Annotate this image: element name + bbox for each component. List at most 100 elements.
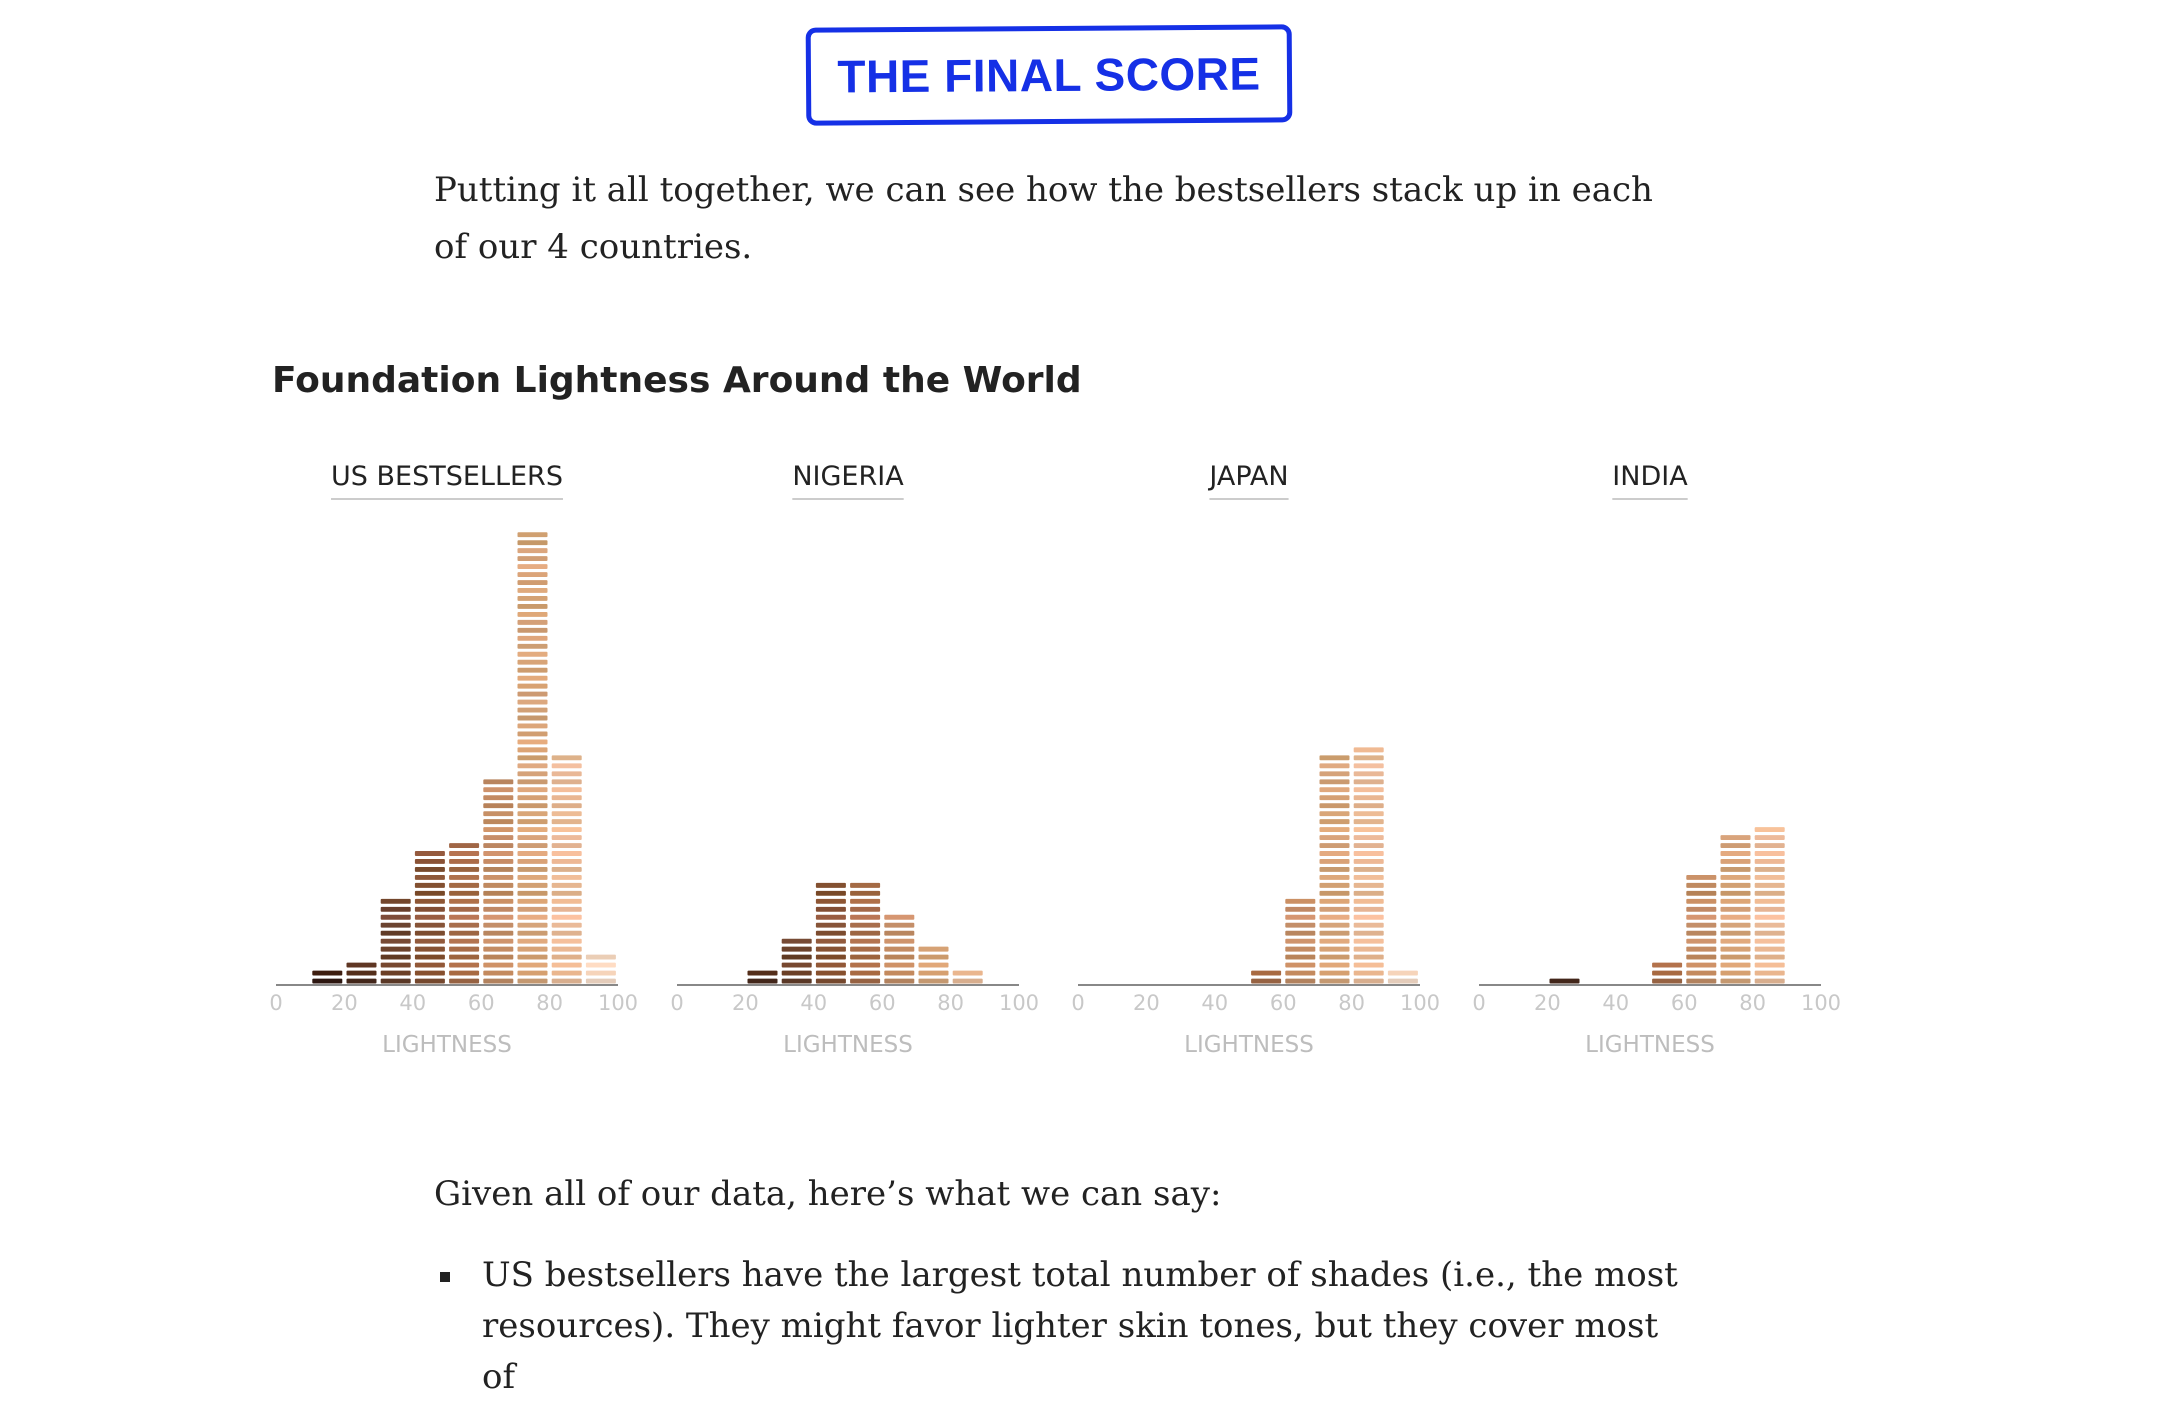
bar-segment bbox=[585, 978, 616, 984]
bar-segment bbox=[952, 978, 983, 984]
bar-segment bbox=[1686, 946, 1717, 952]
bar-segment bbox=[449, 859, 480, 864]
bar-segment bbox=[781, 962, 812, 968]
bar-segment bbox=[449, 906, 480, 912]
bar-segment bbox=[414, 882, 445, 888]
bar-segment bbox=[884, 954, 915, 960]
bar-segment bbox=[380, 946, 411, 952]
bar-segment bbox=[1686, 962, 1717, 968]
bar-segment bbox=[517, 659, 548, 665]
bar-segment bbox=[551, 771, 582, 777]
bar-segment bbox=[1319, 787, 1350, 793]
panel-title: NIGERIA bbox=[792, 461, 904, 492]
bar-segment bbox=[884, 930, 915, 936]
bar-segment bbox=[1353, 827, 1384, 833]
bar-segment bbox=[449, 898, 480, 904]
bar-segment bbox=[884, 946, 915, 952]
bar-segment bbox=[1686, 978, 1717, 984]
bar-segment bbox=[483, 827, 514, 833]
bar-segment bbox=[1720, 962, 1751, 968]
bar-segment bbox=[483, 962, 514, 968]
bar-segment bbox=[517, 771, 548, 777]
bar-segment bbox=[884, 922, 915, 928]
panel-title: US BESTSELLERS bbox=[331, 461, 563, 492]
bar-segment bbox=[483, 843, 514, 848]
bar-segment bbox=[517, 699, 548, 705]
bar-segment bbox=[1319, 755, 1350, 761]
bar-segment bbox=[517, 890, 548, 896]
bar-segment bbox=[551, 835, 582, 841]
bar-segment bbox=[517, 938, 548, 944]
bar-segment bbox=[1285, 906, 1316, 912]
bar-segment bbox=[815, 946, 846, 952]
bar-segment bbox=[517, 835, 548, 841]
bar-segment bbox=[850, 906, 881, 912]
bar-segment bbox=[517, 532, 548, 538]
bar-segment bbox=[884, 978, 915, 984]
bar-segment bbox=[585, 954, 616, 960]
bar-segment bbox=[1285, 970, 1316, 976]
bar-segment bbox=[517, 731, 548, 737]
bar-segment bbox=[414, 866, 445, 872]
x-tick-label: 100 bbox=[598, 991, 638, 1015]
bar-segment bbox=[1285, 954, 1316, 960]
bar-segment bbox=[747, 978, 778, 984]
intro-paragraph: Putting it all together, we can see how … bbox=[434, 170, 1653, 267]
bar-segment bbox=[1686, 890, 1717, 896]
bar-segment bbox=[747, 970, 778, 976]
bar-segment bbox=[483, 835, 514, 841]
bar-segment bbox=[1720, 906, 1751, 912]
bar-segment bbox=[1319, 946, 1350, 952]
bar-segment bbox=[1353, 938, 1384, 944]
bar-segment bbox=[1353, 922, 1384, 928]
bar-segment bbox=[551, 859, 582, 864]
bar-segment bbox=[483, 811, 514, 817]
bar-segment bbox=[1353, 954, 1384, 960]
bar-segment bbox=[781, 978, 812, 984]
bar-segment bbox=[918, 978, 949, 984]
bar-segment bbox=[1720, 866, 1751, 872]
bar-segment bbox=[850, 938, 881, 944]
bar-segment bbox=[380, 906, 411, 912]
bar-segment bbox=[1319, 890, 1350, 896]
x-tick-label: 60 bbox=[1270, 991, 1297, 1015]
bar-segment bbox=[483, 914, 514, 920]
x-tick-label: 0 bbox=[1071, 991, 1084, 1015]
bar-segment bbox=[517, 596, 548, 601]
bar-segment bbox=[483, 779, 514, 785]
bar-segment bbox=[551, 819, 582, 825]
bar-segment bbox=[1353, 795, 1384, 801]
bar-segment bbox=[483, 851, 514, 856]
bar-segment bbox=[380, 970, 411, 976]
bar-segment bbox=[551, 787, 582, 793]
bar-segment bbox=[517, 651, 548, 657]
bar-segment bbox=[449, 954, 480, 960]
bar-segment bbox=[483, 922, 514, 928]
bar-segment bbox=[815, 962, 846, 968]
bar-segment bbox=[1285, 914, 1316, 920]
bar-segment bbox=[483, 859, 514, 864]
x-tick-label: 0 bbox=[1472, 991, 1485, 1015]
bar-segment bbox=[449, 922, 480, 928]
bar-segment bbox=[551, 962, 582, 968]
bar-segment bbox=[551, 811, 582, 817]
bar-segment bbox=[414, 874, 445, 880]
bar-segment bbox=[551, 938, 582, 944]
bar-segment bbox=[414, 962, 445, 968]
bar-segment bbox=[1754, 962, 1785, 968]
bar-segment bbox=[551, 930, 582, 936]
bar-segment bbox=[1754, 851, 1785, 856]
bar-segment bbox=[1754, 866, 1785, 872]
bar-segment bbox=[850, 930, 881, 936]
bar-segment bbox=[517, 611, 548, 617]
x-tick-label: 80 bbox=[536, 991, 563, 1015]
bar-segment bbox=[1353, 755, 1384, 761]
bar-segment bbox=[449, 874, 480, 880]
bar-segment bbox=[414, 954, 445, 960]
x-axis-title: LIGHTNESS bbox=[1585, 1032, 1715, 1058]
bar-segment bbox=[517, 739, 548, 745]
x-tick-label: 40 bbox=[399, 991, 426, 1015]
bar-segment bbox=[850, 914, 881, 920]
bar-segment bbox=[1652, 962, 1683, 968]
bar-segment bbox=[551, 874, 582, 880]
